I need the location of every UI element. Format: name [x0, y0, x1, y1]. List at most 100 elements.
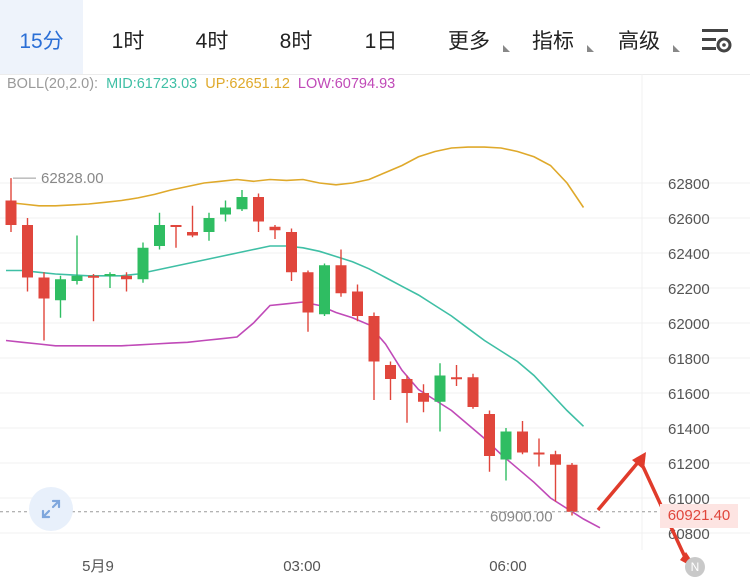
y-tick-label: 62600 [668, 211, 710, 228]
candle [319, 263, 330, 316]
candle-body [71, 275, 83, 281]
candle [236, 190, 248, 211]
candle [22, 218, 33, 292]
settings-sliders-icon [702, 29, 732, 53]
candle [154, 212, 165, 250]
candle [187, 205, 198, 238]
candle-body [104, 274, 116, 276]
grid-lines [0, 74, 750, 550]
candle [352, 284, 363, 322]
y-tick-label: 61400 [668, 421, 710, 438]
boll-mid-line [6, 245, 585, 427]
logo-dot-icon: N [685, 557, 705, 577]
candle [302, 270, 314, 332]
y-tick-label: 62400 [668, 246, 710, 263]
candle [38, 272, 50, 341]
candle-body [335, 265, 347, 294]
candle-body [302, 272, 314, 313]
candle [5, 178, 17, 232]
candle-body [550, 454, 561, 465]
candle-body [88, 275, 99, 278]
candle-body [121, 275, 132, 280]
boll-name: BOLL(20,2.0): [7, 76, 99, 92]
y-tick-label: 61600 [668, 386, 710, 403]
tab-1d[interactable]: 1日 [364, 30, 398, 53]
y-tick-label: 60800 [668, 526, 710, 543]
tab-8h[interactable]: 8时 [279, 30, 313, 53]
y-tick-label: 62800 [668, 176, 710, 193]
tab-15m[interactable]: 15分 [0, 0, 83, 74]
candle [335, 249, 347, 297]
annotations: 62828.00 60900.00 [0, 170, 698, 570]
y-tick-label: 62200 [668, 281, 710, 298]
candle-body [220, 207, 231, 215]
arrow-head-up [632, 452, 646, 470]
candle [88, 274, 99, 322]
expand-chart-button[interactable] [29, 487, 73, 531]
candle-body [368, 316, 380, 362]
chart-settings-button[interactable] [700, 26, 734, 56]
y-tick-label: 61000 [668, 491, 710, 508]
candle-body [38, 277, 50, 299]
candle-body [352, 291, 363, 316]
candle-body [319, 265, 330, 315]
candle-body [500, 431, 512, 460]
boll-bands [5, 146, 601, 529]
boll-low: LOW:60794.93 [297, 76, 396, 92]
candle-body [203, 218, 215, 232]
candle [401, 375, 413, 423]
candle-body [22, 225, 33, 278]
dropdown-triangle-icon [587, 45, 594, 52]
candle [368, 312, 380, 400]
candles [5, 178, 578, 516]
candle [434, 363, 446, 432]
candle [517, 421, 528, 455]
candle-body [451, 377, 462, 380]
candle [71, 235, 83, 285]
candle-body [5, 200, 17, 225]
candle-body [187, 232, 198, 236]
candle [484, 410, 495, 472]
candle [55, 275, 66, 318]
boll-upper-line [5, 146, 585, 208]
candle [550, 450, 561, 502]
tab-advanced[interactable]: 高级 [600, 0, 680, 74]
tab-more-label: 更多 [448, 30, 490, 53]
candle-body [401, 379, 413, 393]
candle [137, 242, 149, 283]
candle-body [286, 232, 297, 273]
x-tick-label: 03:00 [283, 558, 321, 575]
candle-body [137, 247, 149, 280]
candle [170, 225, 182, 248]
candle [121, 272, 132, 292]
last-price-tag: 60921.40 [660, 504, 738, 528]
boll-lower-line [5, 301, 601, 529]
candle-body [154, 225, 165, 246]
candle-body [253, 197, 264, 222]
low-label: 60900.00 [490, 509, 553, 526]
tab-indicators[interactable]: 指标 [514, 0, 594, 74]
candle [220, 200, 231, 222]
tab-4h[interactable]: 4时 [195, 30, 229, 53]
candle [533, 438, 545, 467]
tab-more[interactable]: 更多 [430, 0, 510, 74]
candle [566, 463, 578, 516]
candle [418, 384, 429, 413]
candle-body [434, 375, 446, 402]
candle [253, 193, 264, 232]
timeframe-tabs: 15分 1时 4时 8时 1日 更多 指标 高级 [0, 0, 750, 75]
boll-mid: MID:61723.03 [106, 76, 198, 92]
tab-1h[interactable]: 1时 [111, 30, 145, 53]
candle [286, 228, 297, 281]
candle-body [269, 226, 281, 231]
tab-advanced-label: 高级 [618, 30, 660, 53]
candle [385, 361, 396, 400]
candle [451, 365, 462, 386]
x-tick-label: 06:00 [489, 558, 527, 575]
candle-body [385, 365, 396, 379]
expand-icon [41, 499, 61, 519]
candle [269, 225, 281, 239]
dropdown-triangle-icon [503, 45, 510, 52]
candle [203, 212, 215, 241]
